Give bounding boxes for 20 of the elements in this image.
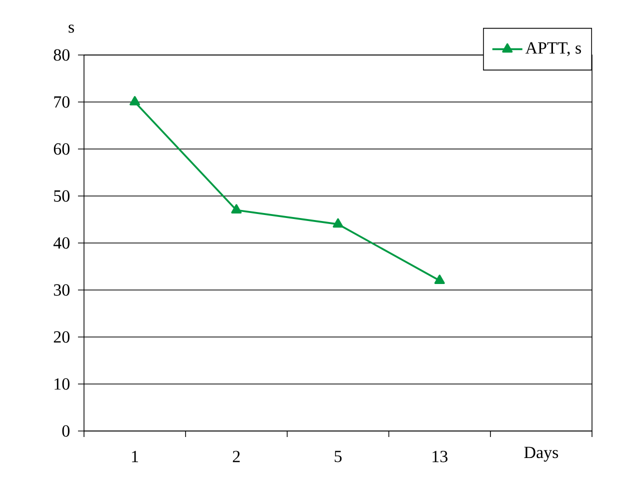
legend-label: APTT, s — [525, 42, 581, 56]
y-tick-label: 30 — [54, 284, 70, 296]
point — [130, 96, 140, 106]
x-tick-label: 2 — [232, 450, 240, 462]
y-tick-label: 0 — [62, 425, 70, 437]
x-tick-label: 5 — [334, 450, 342, 462]
y-tick-label: 10 — [54, 378, 70, 390]
y-tick-label: 70 — [54, 96, 70, 108]
y-tick-label: 60 — [54, 143, 70, 155]
y-axis-title: s — [68, 24, 74, 33]
point — [231, 204, 242, 214]
x-tick-label: 1 — [132, 450, 138, 462]
y-tick-label: 40 — [53, 237, 70, 249]
y-tick-label: 50 — [54, 190, 70, 202]
point — [332, 218, 344, 228]
x-tick-label: 13 — [432, 450, 448, 462]
point — [434, 274, 445, 284]
y-tick-label: 80 — [54, 49, 70, 61]
y-tick-label: 20 — [54, 331, 70, 343]
x-axis-title: Days — [524, 446, 558, 462]
